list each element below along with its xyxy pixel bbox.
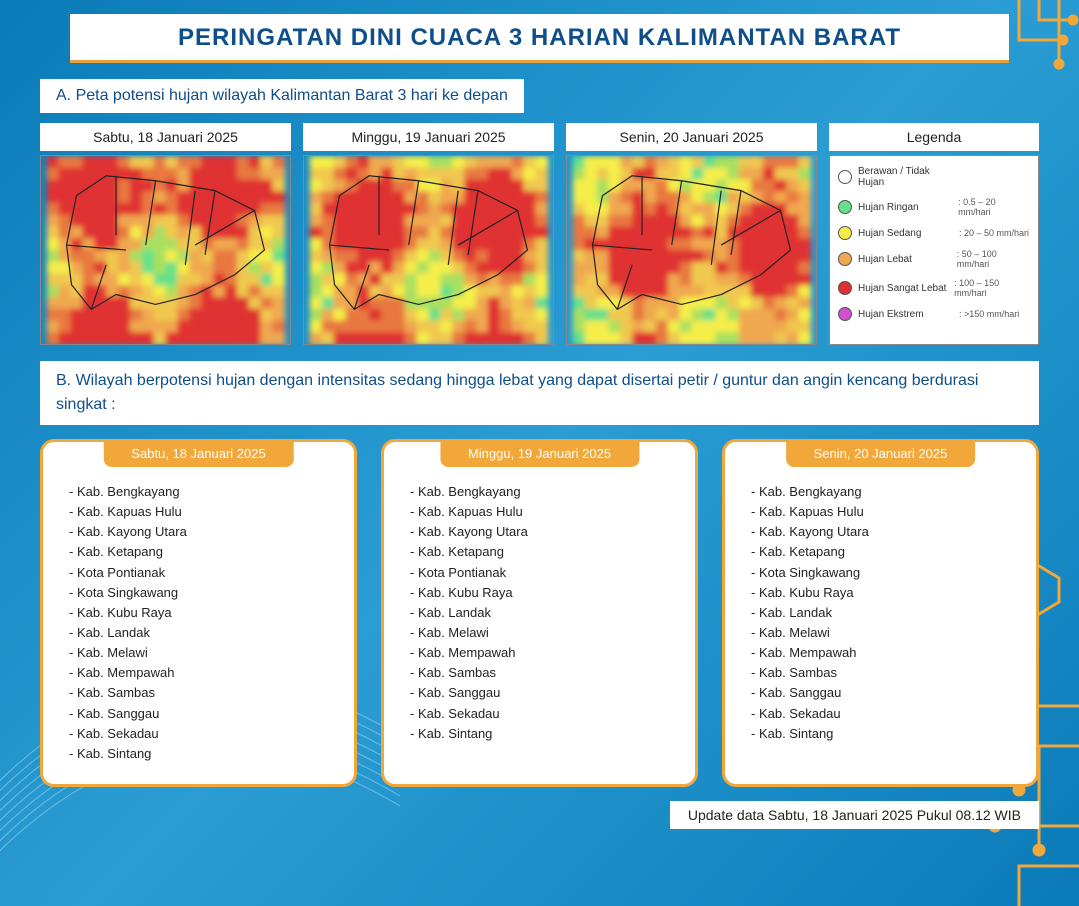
legend-swatch-1 xyxy=(838,200,852,214)
legend-label-0: Berawan / Tidak Hujan xyxy=(858,166,953,188)
update-note: Update data Sabtu, 18 Januari 2025 Pukul… xyxy=(670,801,1039,829)
map-col-1: Minggu, 19 Januari 2025 xyxy=(303,123,554,345)
region-item: Kab. Bengkayang xyxy=(69,482,336,502)
region-item: Kab. Ketapang xyxy=(751,542,1018,562)
legend-item-3: Hujan Lebat : 50 – 100 mm/hari xyxy=(838,249,1030,269)
page-title: PERINGATAN DINI CUACA 3 HARIAN KALIMANTA… xyxy=(78,24,1001,52)
region-item: Kab. Mempawah xyxy=(69,663,336,683)
legend-swatch-2 xyxy=(838,226,852,240)
legend-range-4: : 100 – 150 mm/hari xyxy=(954,278,1030,298)
forecast-card-1: Minggu, 19 Januari 2025Kab. BengkayangKa… xyxy=(381,439,698,787)
legend-item-5: Hujan Ekstrem : >150 mm/hari xyxy=(838,307,1030,321)
legend-item-0: Berawan / Tidak Hujan xyxy=(838,166,1030,188)
region-item: Kab. Melawi xyxy=(410,623,677,643)
map-col-2: Senin, 20 Januari 2025 xyxy=(566,123,817,345)
region-item: Kab. Sekadau xyxy=(69,724,336,744)
section-a-label: A. Peta potensi hujan wilayah Kalimantan… xyxy=(40,79,524,113)
region-item: Kab. Bengkayang xyxy=(410,482,677,502)
map-header-2: Senin, 20 Januari 2025 xyxy=(566,123,817,151)
legend-label-3: Hujan Lebat xyxy=(858,254,951,265)
region-item: Kota Pontianak xyxy=(69,563,336,583)
region-item: Kab. Kubu Raya xyxy=(410,583,677,603)
region-item: Kab. Kayong Utara xyxy=(410,522,677,542)
legend-item-2: Hujan Sedang : 20 – 50 mm/hari xyxy=(838,226,1030,240)
region-item: Kab. Kayong Utara xyxy=(751,522,1018,542)
map-col-0: Sabtu, 18 Januari 2025 xyxy=(40,123,291,345)
legend-range-2: : 20 – 50 mm/hari xyxy=(959,228,1029,238)
legend-swatch-4 xyxy=(838,281,852,295)
map-header-1: Minggu, 19 Januari 2025 xyxy=(303,123,554,151)
region-item: Kab. Mempawah xyxy=(410,643,677,663)
region-item: Kab. Ketapang xyxy=(69,542,336,562)
region-item: Kab. Sanggau xyxy=(751,683,1018,703)
legend-label-2: Hujan Sedang xyxy=(858,228,953,239)
region-item: Kota Pontianak xyxy=(410,563,677,583)
region-item: Kab. Sintang xyxy=(751,724,1018,744)
legend-header: Legenda xyxy=(829,123,1039,151)
region-item: Kab. Kapuas Hulu xyxy=(410,502,677,522)
region-item: Kab. Melawi xyxy=(751,623,1018,643)
region-list-1: Kab. BengkayangKab. Kapuas HuluKab. Kayo… xyxy=(410,482,677,744)
region-item: Kab. Kubu Raya xyxy=(751,583,1018,603)
cards-row: Sabtu, 18 Januari 2025Kab. BengkayangKab… xyxy=(40,439,1039,787)
legend-swatch-5 xyxy=(838,307,852,321)
region-item: Kab. Melawi xyxy=(69,643,336,663)
region-item: Kab. Sambas xyxy=(69,683,336,703)
map-canvas-0 xyxy=(40,155,291,345)
section-b-label: B. Wilayah berpotensi hujan dengan inten… xyxy=(40,361,1039,425)
region-item: Kab. Mempawah xyxy=(751,643,1018,663)
region-item: Kab. Kapuas Hulu xyxy=(69,502,336,522)
region-item: Kab. Sekadau xyxy=(751,704,1018,724)
region-item: Kab. Kapuas Hulu xyxy=(751,502,1018,522)
region-item: Kab. Bengkayang xyxy=(751,482,1018,502)
region-list-0: Kab. BengkayangKab. Kapuas HuluKab. Kayo… xyxy=(69,482,336,764)
legend-range-3: : 50 – 100 mm/hari xyxy=(957,249,1030,269)
map-header-0: Sabtu, 18 Januari 2025 xyxy=(40,123,291,151)
forecast-card-2: Senin, 20 Januari 2025Kab. BengkayangKab… xyxy=(722,439,1039,787)
region-item: Kab. Kubu Raya xyxy=(69,603,336,623)
region-item: Kab. Sanggau xyxy=(410,683,677,703)
region-item: Kota Singkawang xyxy=(751,563,1018,583)
legend-label-5: Hujan Ekstrem xyxy=(858,309,953,320)
region-item: Kab. Sambas xyxy=(751,663,1018,683)
region-item: Kab. Landak xyxy=(751,603,1018,623)
region-item: Kab. Kayong Utara xyxy=(69,522,336,542)
map-canvas-2 xyxy=(566,155,817,345)
card-tab-2: Senin, 20 Januari 2025 xyxy=(786,440,976,467)
region-item: Kota Singkawang xyxy=(69,583,336,603)
card-tab-0: Sabtu, 18 Januari 2025 xyxy=(103,440,293,467)
region-list-2: Kab. BengkayangKab. Kapuas HuluKab. Kayo… xyxy=(751,482,1018,744)
title-bar: PERINGATAN DINI CUACA 3 HARIAN KALIMANTA… xyxy=(70,14,1009,63)
legend-col: Legenda Berawan / Tidak Hujan Hujan Ringa… xyxy=(829,123,1039,345)
region-item: Kab. Sekadau xyxy=(410,704,677,724)
region-item: Kab. Landak xyxy=(410,603,677,623)
legend-swatch-0 xyxy=(838,170,852,184)
legend-label-1: Hujan Ringan xyxy=(858,202,952,213)
maps-row: Sabtu, 18 Januari 2025 Minggu, 19 Januar… xyxy=(40,123,1039,345)
region-item: Kab. Sintang xyxy=(410,724,677,744)
legend-range-1: : 0.5 – 20 mm/hari xyxy=(958,197,1030,217)
card-tab-1: Minggu, 19 Januari 2025 xyxy=(440,440,639,467)
forecast-card-0: Sabtu, 18 Januari 2025Kab. BengkayangKab… xyxy=(40,439,357,787)
map-canvas-1 xyxy=(303,155,554,345)
region-item: Kab. Landak xyxy=(69,623,336,643)
legend-item-1: Hujan Ringan : 0.5 – 20 mm/hari xyxy=(838,197,1030,217)
region-item: Kab. Ketapang xyxy=(410,542,677,562)
region-item: Kab. Sanggau xyxy=(69,704,336,724)
legend-label-4: Hujan Sangat Lebat xyxy=(858,283,948,294)
region-item: Kab. Sambas xyxy=(410,663,677,683)
legend-swatch-3 xyxy=(838,252,852,266)
legend-item-4: Hujan Sangat Lebat : 100 – 150 mm/hari xyxy=(838,278,1030,298)
legend-range-5: : >150 mm/hari xyxy=(959,309,1019,319)
region-item: Kab. Sintang xyxy=(69,744,336,764)
legend-box: Berawan / Tidak Hujan Hujan Ringan : 0.5 –… xyxy=(829,155,1039,345)
